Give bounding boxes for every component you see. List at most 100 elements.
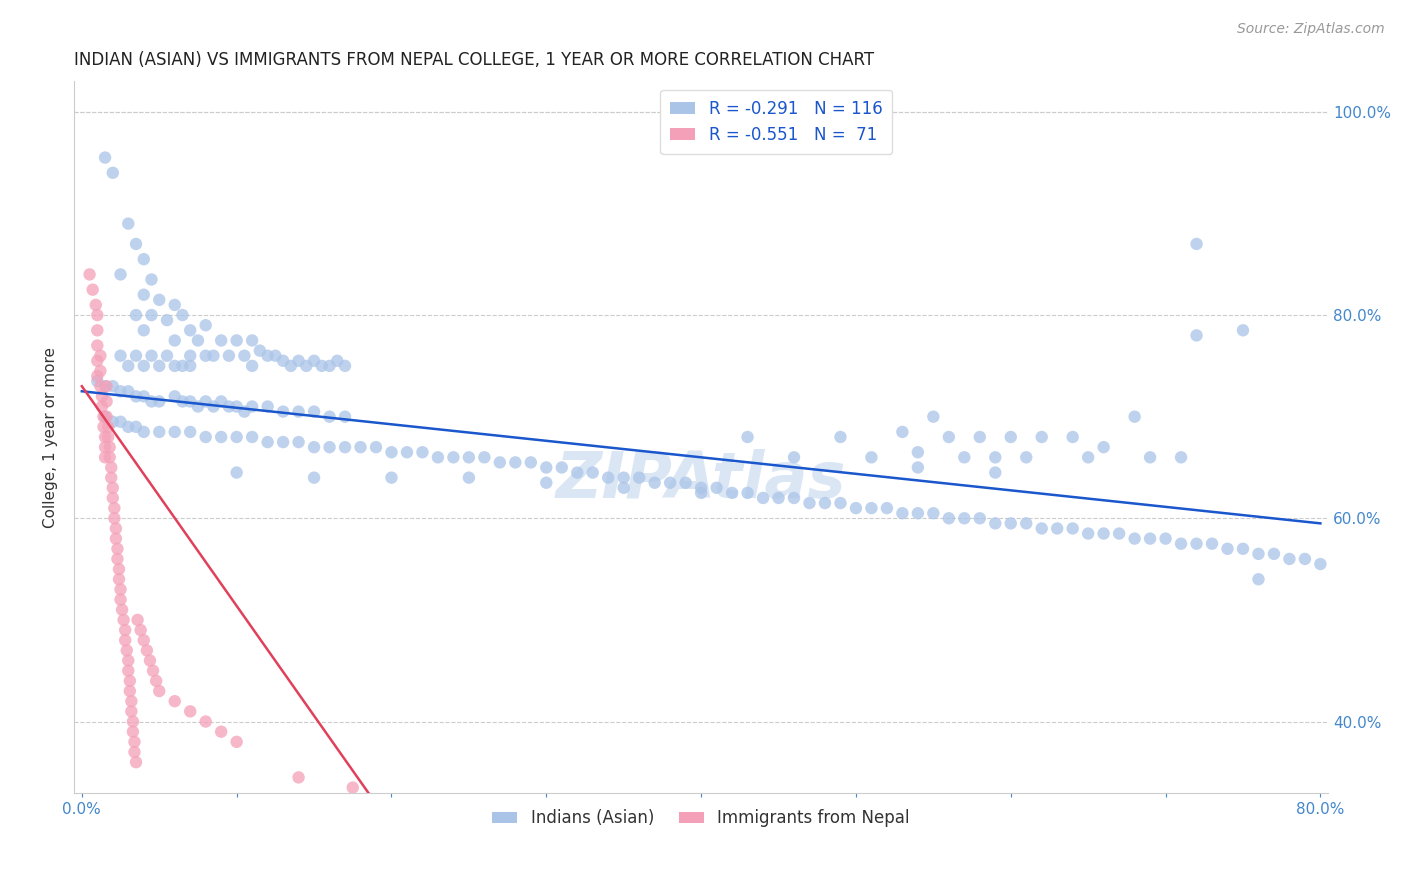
Point <box>318 409 340 424</box>
Point <box>194 714 217 729</box>
Point <box>96 394 118 409</box>
Point <box>536 475 558 490</box>
Point <box>132 287 155 301</box>
Point <box>187 400 209 414</box>
Point <box>628 470 651 484</box>
Point <box>411 445 433 459</box>
Point <box>264 349 287 363</box>
Point <box>110 582 132 597</box>
Point <box>984 516 1007 531</box>
Point <box>179 359 201 373</box>
Point <box>287 771 309 785</box>
Point <box>1139 532 1161 546</box>
Point <box>117 217 139 231</box>
Point <box>132 633 155 648</box>
Point <box>89 379 111 393</box>
Point <box>89 349 111 363</box>
Point <box>141 394 163 409</box>
Point <box>103 511 125 525</box>
Point <box>1170 450 1192 465</box>
Point <box>799 496 821 510</box>
Point <box>129 623 152 637</box>
Point <box>218 349 240 363</box>
Point <box>426 450 449 465</box>
Point <box>582 466 605 480</box>
Point <box>876 501 898 516</box>
Point <box>104 532 127 546</box>
Point <box>613 481 636 495</box>
Point <box>349 440 371 454</box>
Point <box>101 166 124 180</box>
Point <box>860 450 883 465</box>
Point <box>318 440 340 454</box>
Point <box>117 420 139 434</box>
Point <box>969 511 991 525</box>
Point <box>122 714 145 729</box>
Point <box>659 475 682 490</box>
Point <box>141 272 163 286</box>
Point <box>1062 430 1084 444</box>
Point <box>551 460 574 475</box>
Point <box>108 562 131 576</box>
Point <box>441 450 464 465</box>
Point <box>101 379 124 393</box>
Point <box>93 420 115 434</box>
Point <box>472 450 495 465</box>
Point <box>922 506 945 520</box>
Point <box>520 455 543 469</box>
Point <box>124 735 146 749</box>
Point <box>118 673 141 688</box>
Point <box>907 506 929 520</box>
Point <box>107 552 129 566</box>
Point <box>125 755 148 769</box>
Point <box>860 501 883 516</box>
Point <box>922 409 945 424</box>
Point <box>94 440 117 454</box>
Point <box>114 633 136 648</box>
Point <box>938 511 960 525</box>
Point <box>969 430 991 444</box>
Point <box>179 394 201 409</box>
Point <box>380 470 402 484</box>
Text: ZIPAtlas: ZIPAtlas <box>555 449 846 511</box>
Point <box>179 425 201 439</box>
Point <box>187 334 209 348</box>
Point <box>225 466 247 480</box>
Point <box>101 481 124 495</box>
Point <box>94 450 117 465</box>
Point <box>132 323 155 337</box>
Point <box>302 470 325 484</box>
Point <box>271 353 294 368</box>
Point <box>179 349 201 363</box>
Point <box>783 491 806 505</box>
Legend: Indians (Asian), Immigrants from Nepal: Indians (Asian), Immigrants from Nepal <box>485 803 917 834</box>
Point <box>333 409 356 424</box>
Point <box>94 379 117 393</box>
Point <box>141 308 163 322</box>
Point <box>110 592 132 607</box>
Point <box>194 349 217 363</box>
Point <box>613 470 636 484</box>
Point <box>148 293 170 307</box>
Point <box>209 430 232 444</box>
Point <box>163 389 186 403</box>
Point <box>984 466 1007 480</box>
Point <box>1232 323 1254 337</box>
Point <box>94 151 117 165</box>
Point <box>1108 526 1130 541</box>
Point <box>141 349 163 363</box>
Point <box>111 603 134 617</box>
Point <box>1092 440 1115 454</box>
Point <box>287 353 309 368</box>
Point <box>104 521 127 535</box>
Point <box>132 359 155 373</box>
Point <box>139 654 162 668</box>
Point <box>114 623 136 637</box>
Point <box>295 359 318 373</box>
Point <box>1046 521 1069 535</box>
Point <box>98 450 121 465</box>
Point <box>907 445 929 459</box>
Point <box>1139 450 1161 465</box>
Point <box>984 450 1007 465</box>
Point <box>830 430 852 444</box>
